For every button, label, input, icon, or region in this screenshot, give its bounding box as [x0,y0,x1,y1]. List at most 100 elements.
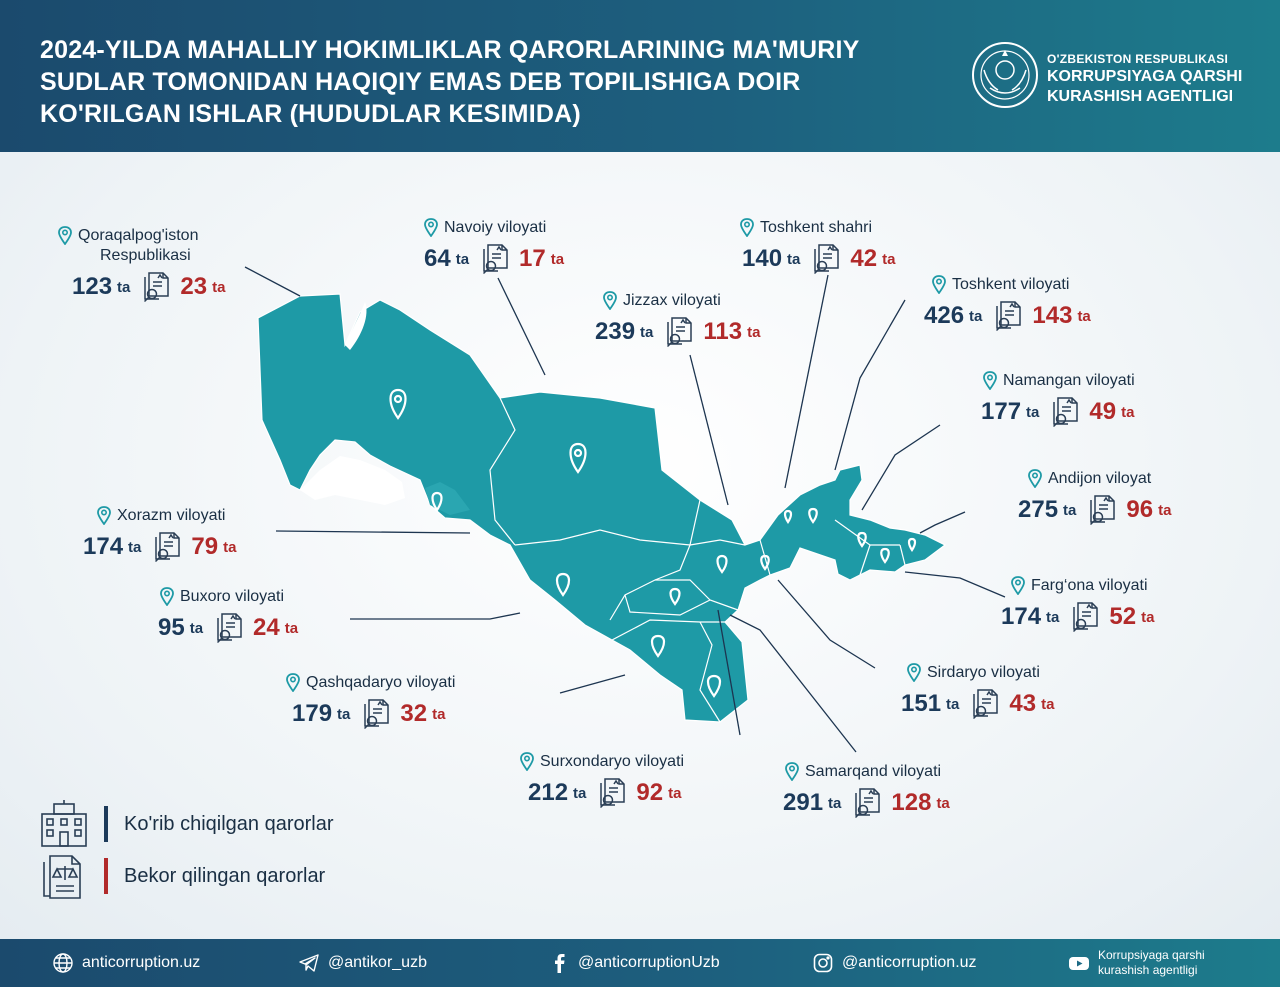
reviewed-count: 275 [1018,496,1059,523]
region-name: Jizzax viloyati [623,291,721,311]
reviewed-count: 174 [1001,603,1042,630]
document-search-icon [667,317,693,348]
cancelled-count: 79 [191,533,219,560]
footer-bar: anticorruption.uz @antikor_uzb @anticorr… [0,939,1280,987]
cancelled-unit: ta [936,794,950,812]
legend-cancelled-swatch [104,858,108,894]
cancelled-count: 17 [519,245,546,272]
cancelled-unit: ta [1077,307,1091,325]
region-name-text: Xorazm viloyati [117,507,226,524]
region-stats: 174 ta 79 ta [83,530,236,564]
region-toshkent-viloyati: Toshkent viloyati 426 ta 143 ta [924,275,1091,333]
reviewed-count: 239 [595,318,636,345]
region-samarqand: Samarqand viloyati 291 ta 128 ta [783,762,950,820]
agency-line-1: O'ZBEKISTON RESPUBLIKASI [1047,52,1229,66]
region-stats: 140 ta 42 ta [742,242,895,276]
reviewed-unit: ta [455,250,470,268]
pin-navoiy-icon [569,442,587,474]
footer-instagram[interactable]: @anticorruption.uz [812,939,977,987]
location-pin-icon [603,291,617,310]
footer-telegram-text: @antikor_uzb [328,954,427,971]
region-name-row: Surxondaryo viloyati [520,752,684,772]
region-name: Buxoro viloyati [180,587,284,607]
agency-line-2: KORRUPSIYAGA QARSHI [1047,68,1243,85]
title-line-3: KO'RILGAN ISHLAR (HUDUDLAR KESIMIDA) [40,100,581,128]
region-name-row: Xorazm viloyati [97,506,236,526]
region-name-text: Qashqadaryo viloyati [306,674,456,691]
reviewed-unit: ta [189,619,204,637]
cancelled-count: 49 [1089,398,1117,425]
telegram-icon [299,954,319,972]
legend-reviewed: Ko'rib chiqilgan qarorlar [38,800,333,848]
document-search-icon [483,244,508,275]
location-pin-icon [907,663,921,682]
location-pin-icon [160,587,174,606]
document-scales-icon [43,855,81,899]
cancelled-count: 113 [703,318,743,345]
country-shape [257,293,947,723]
reviewed-unit: ta [573,784,587,802]
cancelled-unit: ta [1041,695,1055,713]
footer-youtube[interactable]: Korrupsiyaga qarshi kurashish agentligi [1068,939,1205,987]
footer-facebook[interactable]: @anticorruptionUzb [548,939,720,987]
region-name: Qashqadaryo viloyati [306,673,455,693]
region-name-text: Sirdaryo viloyati [927,664,1040,681]
reviewed-unit: ta [1026,403,1040,421]
region-sirdaryo: Sirdaryo viloyati 151 ta 43 ta [901,663,1055,721]
region-name-text: Navoiy viloyati [444,219,547,236]
region-stats: 212 ta 92 ta [528,776,684,810]
pin-qashqadaryo-icon [650,634,666,658]
reviewed-count: 177 [981,398,1022,425]
legend-cancelled-label: Bekor qilingan qarorlar [124,864,326,887]
region-stats: 179 ta 32 ta [292,697,455,731]
region-qoraqalpogiston: Qoraqalpog'iston Respublikasi 123 ta 23 ta [58,226,225,304]
pin-sirdaryo-icon [760,554,770,571]
region-name: Toshkent viloyati [952,275,1069,295]
reviewed-unit: ta [640,323,654,341]
region-name: Farg‘ona viloyati [1031,576,1148,596]
reviewed-unit: ta [1063,501,1077,519]
region-stats: 177 ta 49 ta [981,395,1135,429]
cancelled-count: 32 [400,700,428,727]
document-search-icon [1053,397,1079,428]
cancelled-count: 52 [1109,603,1137,630]
location-pin-icon [1028,469,1042,488]
region-xorazm: Xorazm viloyati 174 ta 79 ta [83,506,236,564]
legend-cancelled: Bekor qilingan qarorlar [38,852,325,900]
region-name: Andijon viloyat [1048,469,1151,489]
document-search-icon [600,778,626,809]
cancelled-count: 128 [891,789,932,816]
region-name-row: Namangan viloyati [983,371,1135,391]
cancelled-count: 24 [253,614,280,641]
region-name: Navoiy viloyati [444,218,546,238]
footer-website-text: anticorruption.uz [82,954,201,971]
reviewed-count: 426 [924,302,965,329]
footer-youtube-line-1: Korrupsiyaga qarshi [1098,948,1205,962]
reviewed-unit: ta [787,250,801,268]
region-stats: 174 ta 52 ta [1001,600,1154,634]
pin-surxondaryo-icon [706,674,722,698]
reviewed-unit: ta [1046,608,1060,626]
cancelled-count: 96 [1126,496,1154,523]
document-search-icon [364,699,390,730]
document-search-icon [1090,495,1116,526]
region-name-row: Samarqand viloyati [785,762,950,782]
location-pin-icon [97,506,111,525]
agency-line-3: KURASHISH AGENTLIGI [1047,88,1234,105]
footer-telegram[interactable]: @antikor_uzb [298,939,427,987]
region-name-row: Toshkent viloyati [932,275,1091,295]
location-pin-icon [424,218,438,237]
agency-name: O'ZBEKISTON RESPUBLIKASI KORRUPSIYAGA QA… [1047,51,1242,107]
cancelled-unit: ta [747,323,761,341]
document-search-icon [814,244,840,275]
pin-fargona-icon [880,547,890,564]
region-jizzax: Jizzax viloyati 239 ta 113 ta [595,291,761,349]
pin-xorazm-icon [431,491,443,512]
pin-toshkent-viloyati-icon [808,507,818,524]
footer-website[interactable]: anticorruption.uz [52,939,200,987]
internal-borders [489,397,906,723]
globe-icon [53,953,73,973]
region-name-text-2: Respublikasi [100,247,191,264]
reviewed-count: 174 [83,533,124,560]
